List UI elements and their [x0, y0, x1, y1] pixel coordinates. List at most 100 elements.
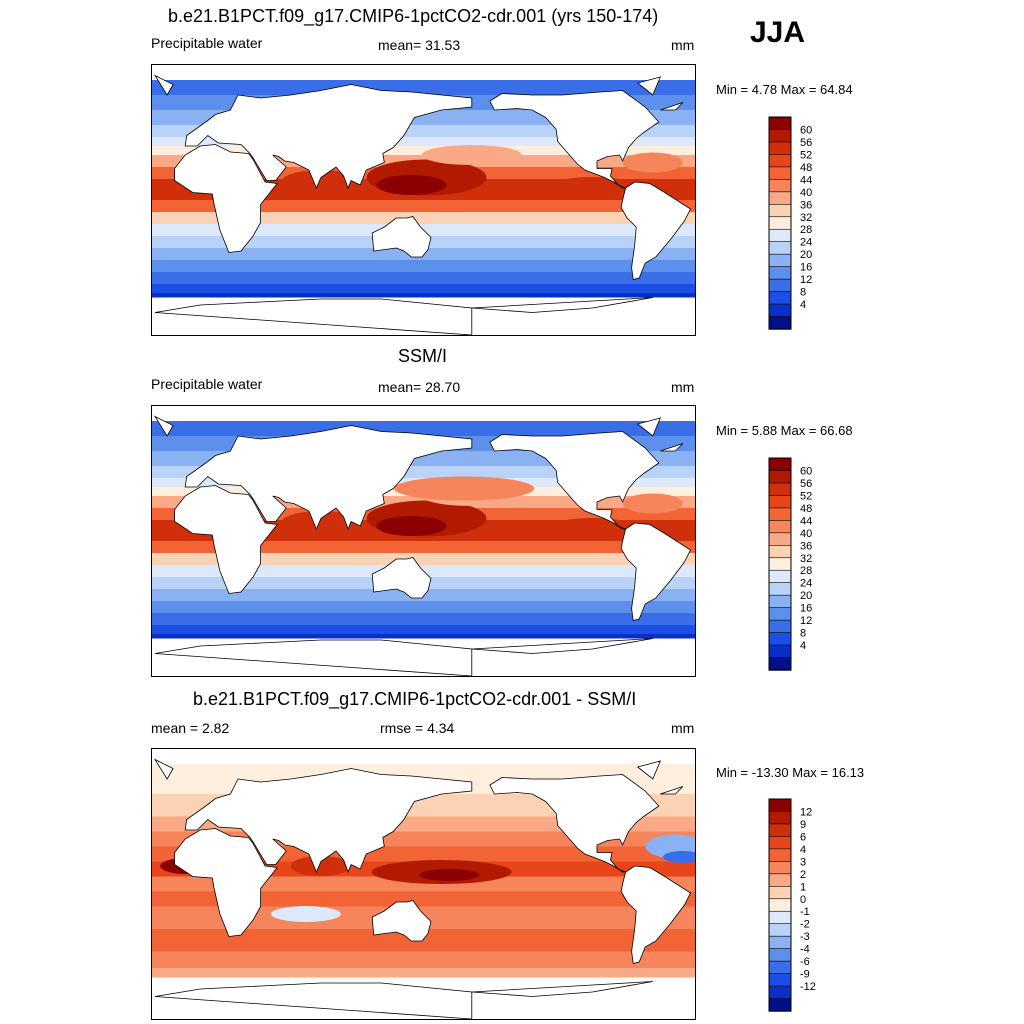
colorbar-swatch [768, 129, 792, 143]
colorbar-swatch [768, 582, 792, 596]
colorbar-swatch [768, 291, 792, 305]
colorbar-swatch [768, 278, 792, 293]
colorbar-swatch [768, 470, 792, 484]
colorbar-swatch [768, 216, 792, 230]
panel-3-map-svg [152, 749, 695, 1019]
panel-3-title: b.e21.B1PCT.f09_g17.CMIP6-1pctCO2-cdr.00… [193, 689, 637, 709]
colorbar-swatch [768, 203, 792, 218]
panel-3-colorbar: 12 9 6 4 3 2 1 0 -1 -2 -3 -4 -6 -9 -12 [768, 798, 828, 1012]
colorbar-label: 12 [800, 615, 812, 627]
colorbar-swatch [768, 948, 792, 962]
colorbar-swatch [768, 457, 792, 472]
colorbar-label: 9 [800, 819, 806, 831]
colorbar-swatch [768, 520, 792, 534]
colorbar-swatch [768, 923, 792, 937]
colorbar-swatch [768, 885, 792, 900]
colorbar-swatch [768, 823, 792, 838]
panel-2-variable-label: Precipitable water [151, 376, 263, 392]
panel-1-minmax: Min = 4.78 Max = 64.84 [716, 82, 853, 97]
panel-1-mean-label: mean= 31.53 [378, 37, 461, 53]
colorbar-label: 60 [800, 124, 812, 136]
colorbar-label: 52 [800, 149, 812, 161]
colorbar-swatch [768, 241, 792, 255]
colorbar-label: 4 [800, 299, 806, 311]
colorbar-swatch [768, 228, 792, 243]
colorbar-label: 8 [800, 287, 806, 299]
colorbar-label: 1 [800, 881, 806, 893]
colorbar-swatch [768, 607, 792, 621]
colorbar-label: 4 [800, 640, 806, 652]
panel-1-map-svg [152, 65, 695, 335]
colorbar-swatch [768, 116, 792, 131]
colorbar-swatch [768, 141, 792, 156]
colorbar-label: -3 [800, 931, 810, 943]
colorbar-label: 16 [800, 603, 812, 615]
colorbar-swatch [768, 191, 792, 205]
colorbar-swatch [768, 910, 792, 925]
colorbar-label: 4 [800, 844, 806, 856]
colorbar-label: 28 [800, 565, 812, 577]
panel-2-title: SSM/I [398, 346, 448, 366]
colorbar-swatch [768, 898, 792, 912]
season-label: JJA [750, 16, 806, 49]
colorbar-swatch [768, 811, 792, 825]
colorbar-label: -9 [800, 969, 810, 981]
colorbar-swatch [768, 557, 792, 571]
colorbar-label: 60 [800, 465, 812, 477]
colorbar-label: 20 [800, 249, 812, 261]
colorbar-swatch [768, 266, 792, 280]
colorbar-swatch [768, 316, 792, 330]
panel-3-mean-label: mean = 2.82 [151, 720, 230, 736]
colorbar-label: 32 [800, 553, 812, 565]
colorbar-swatch [768, 495, 792, 509]
colorbar-swatch [768, 985, 792, 1000]
colorbar-label: 28 [800, 224, 812, 236]
colorbar-swatch [768, 154, 792, 168]
colorbar-label: -4 [800, 944, 810, 956]
colorbar-swatch [768, 619, 792, 634]
colorbar-swatch [768, 482, 792, 497]
colorbar-label: 32 [800, 212, 812, 224]
colorbar-label: 24 [800, 237, 812, 249]
colorbar-label: 56 [800, 478, 812, 490]
colorbar-label: 0 [800, 894, 806, 906]
colorbar-label: 2 [800, 869, 806, 881]
colorbar-swatch [768, 632, 792, 646]
panel-2-map [151, 405, 696, 677]
colorbar-swatch [768, 657, 792, 671]
panel-1-map [151, 64, 696, 336]
colorbar-swatch [768, 848, 792, 863]
panel-1-variable-label: Precipitable water [151, 35, 263, 51]
colorbar-swatch [768, 507, 792, 522]
colorbar-swatch [768, 253, 792, 268]
colorbar-label: -2 [800, 919, 810, 931]
colorbar-swatch [768, 594, 792, 609]
colorbar-label: 36 [800, 199, 812, 211]
colorbar-swatch [768, 998, 792, 1012]
colorbar-label: 3 [800, 856, 806, 868]
colorbar-swatch [768, 644, 792, 659]
colorbar-label: 40 [800, 187, 812, 199]
colorbar-label: 40 [800, 528, 812, 540]
panel-1-units-label: mm [671, 37, 695, 53]
colorbar-label: 52 [800, 490, 812, 502]
colorbar-label: -6 [800, 956, 810, 968]
colorbar-swatch [768, 544, 792, 559]
panel-2-mean-label: mean= 28.70 [378, 379, 461, 395]
colorbar-label: 20 [800, 590, 812, 602]
panel-1-title: b.e21.B1PCT.f09_g17.CMIP6-1pctCO2-cdr.00… [168, 6, 659, 26]
colorbar-label: 12 [800, 806, 812, 818]
colorbar-swatch [768, 166, 792, 181]
panel-3-units-label: mm [671, 720, 695, 736]
panel-2-minmax: Min = 5.88 Max = 66.68 [716, 423, 853, 438]
colorbar-label: -1 [800, 906, 810, 918]
panel-3-minmax: Min = -13.30 Max = 16.13 [716, 765, 865, 780]
panel-2-colorbar: 60 56 52 48 44 40 36 32 28 24 20 16 12 8 4 [768, 457, 828, 671]
colorbar-label: 44 [800, 174, 812, 186]
colorbar-label: 44 [800, 515, 812, 527]
colorbar-label: 48 [800, 503, 812, 515]
colorbar-label: 8 [800, 628, 806, 640]
